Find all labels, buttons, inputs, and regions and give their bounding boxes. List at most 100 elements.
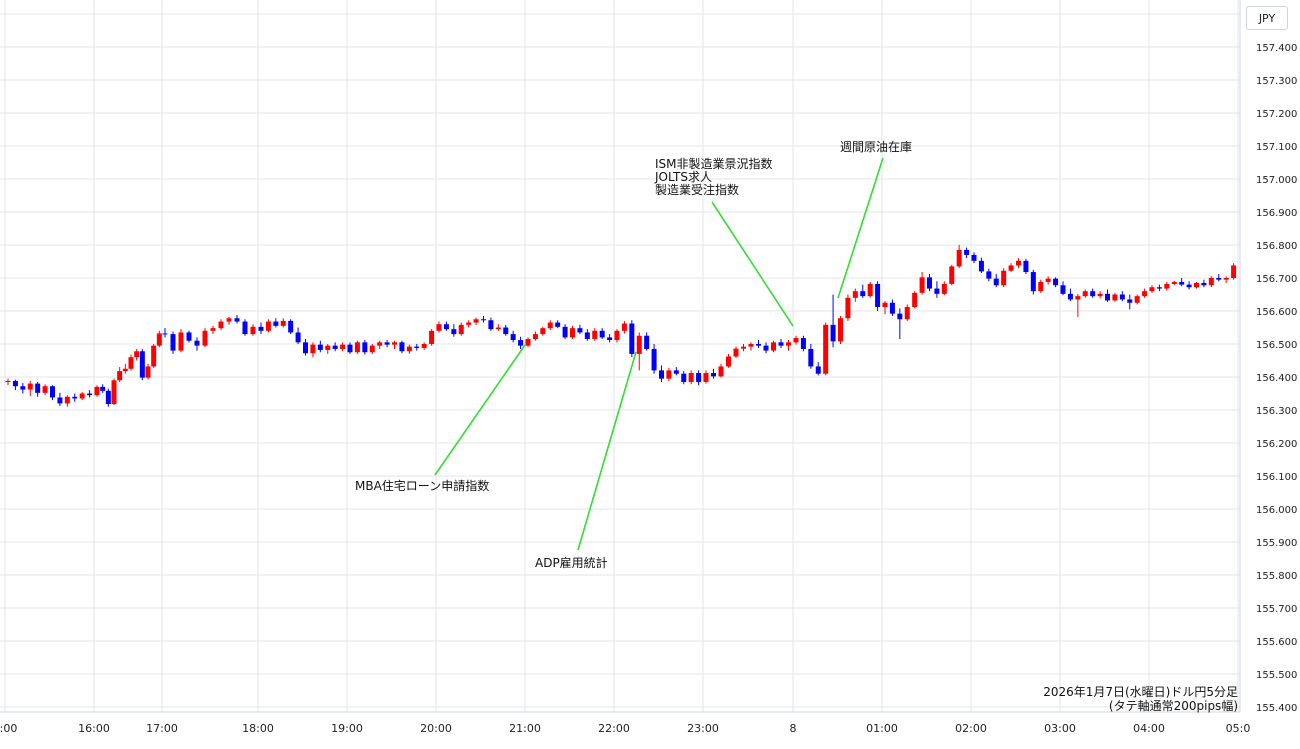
candle-body: [325, 345, 331, 350]
candle: [927, 274, 932, 292]
candle: [50, 385, 55, 401]
candle: [1008, 263, 1014, 273]
candle-body: [1030, 272, 1036, 292]
candle: [882, 301, 888, 315]
candle: [57, 392, 63, 407]
candle: [971, 252, 977, 264]
candle: [362, 340, 368, 355]
candle-body: [139, 351, 145, 378]
candle-body: [756, 344, 761, 346]
candle-body: [1194, 282, 1199, 288]
x-tick-label: 17:00: [146, 722, 178, 735]
candle: [733, 346, 739, 358]
candle: [384, 340, 390, 348]
candle-body: [210, 328, 216, 331]
candle-body: [1216, 278, 1222, 280]
candle-body: [1134, 296, 1140, 303]
y-tick-label: 156.600: [1256, 307, 1297, 318]
candle: [636, 332, 642, 371]
candle-body: [607, 337, 613, 341]
candle: [621, 320, 627, 334]
annotation-label: ISM非製造業景況指数: [655, 156, 773, 171]
candle-body: [466, 322, 472, 325]
candle-body: [532, 334, 538, 340]
candle-body: [1223, 278, 1229, 280]
candle: [5, 378, 11, 386]
currency-selector[interactable]: JPY: [1246, 6, 1288, 30]
candle-body: [540, 328, 546, 335]
candle-body: [258, 326, 264, 331]
candle-body: [170, 334, 176, 351]
candle: [100, 384, 106, 393]
candle-body: [666, 370, 672, 379]
candle-body: [218, 321, 224, 329]
candle-body: [681, 373, 687, 382]
chart-caption: 2026年1月7日(水曜日)ドル円5分足 (タテ軸通常200pips幅): [1043, 685, 1238, 713]
candle-body: [332, 345, 338, 349]
grid: [0, 0, 1240, 712]
candle-body: [1171, 281, 1177, 284]
candle-body: [993, 278, 999, 286]
candle: [956, 245, 962, 269]
candle-body: [202, 330, 208, 346]
candle: [1105, 289, 1110, 302]
candle-body: [889, 302, 895, 314]
candle: [1223, 276, 1229, 283]
candle-body: [771, 342, 776, 351]
candle-body: [265, 321, 271, 331]
candle: [1231, 263, 1237, 280]
candle: [845, 294, 851, 321]
candle-body: [1008, 265, 1014, 271]
candle: [1149, 285, 1155, 293]
y-tick-label: 156.400: [1256, 373, 1297, 384]
candle: [644, 332, 650, 351]
candle-body: [793, 338, 799, 343]
candle-body: [748, 344, 754, 347]
candle-body: [128, 357, 134, 369]
candle: [941, 281, 947, 296]
x-tick-label: 8: [790, 722, 797, 735]
candle-body: [186, 332, 192, 341]
candle-body: [5, 380, 11, 382]
candle-body: [614, 330, 620, 341]
candle: [659, 365, 664, 382]
candle: [1097, 291, 1103, 299]
x-tick-label: 23:00: [687, 722, 719, 735]
candle-body: [406, 346, 412, 352]
candle: [1067, 288, 1073, 302]
candle: [711, 368, 716, 379]
candle: [495, 324, 501, 331]
candle-body: [273, 321, 279, 326]
annotation-line: [711, 201, 794, 327]
candle: [1134, 294, 1140, 305]
candle: [852, 288, 858, 302]
x-tick-label: 01:00: [866, 722, 898, 735]
candle-body: [577, 328, 583, 333]
candle: [592, 328, 598, 341]
candle-body: [778, 342, 784, 346]
candle-body: [488, 320, 494, 330]
candle-body: [234, 318, 240, 322]
candle: [986, 268, 992, 282]
candle-body: [1142, 291, 1148, 297]
candle: [399, 340, 405, 354]
candle: [1060, 281, 1066, 296]
annotation: ADP雇用統計: [535, 351, 637, 570]
candle-body: [354, 342, 360, 353]
y-tick-label: 155.700: [1256, 604, 1297, 615]
candle: [27, 380, 33, 397]
candle-body: [105, 390, 111, 405]
candle: [1053, 277, 1059, 288]
candle: [234, 314, 240, 324]
candle: [151, 344, 157, 368]
candle-body: [711, 373, 716, 377]
candle-body: [570, 328, 575, 338]
candle: [518, 336, 524, 349]
candle: [170, 331, 176, 354]
y-tick-label: 155.400: [1256, 703, 1297, 714]
candle: [756, 340, 761, 348]
candle: [681, 371, 687, 385]
candle-body: [860, 291, 866, 297]
candle: [860, 284, 866, 298]
